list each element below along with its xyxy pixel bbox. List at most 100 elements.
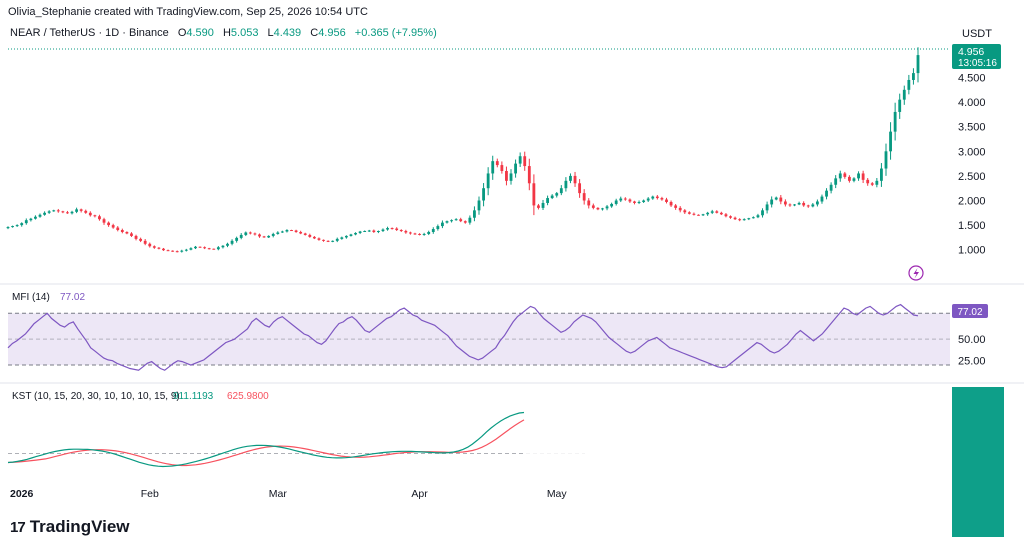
candle-body [303,233,307,235]
candle-body [825,190,828,197]
candle-body [610,203,614,207]
candle-body [582,193,586,201]
candle-body [719,212,723,215]
candle-body [527,166,531,184]
candle-body [230,240,234,244]
candle-body [322,239,325,241]
candle-body [651,196,655,199]
candle-body [422,233,426,235]
kst-signal-line [7,419,525,467]
candle-body [742,219,746,221]
candle-body [294,230,298,232]
candle-body [413,233,417,235]
currency-label: USDT [962,28,992,40]
candle-body [724,214,728,217]
tradingview-logo[interactable]: 17 TradingView [10,517,130,537]
price-pane[interactable]: 1.000 1.500 2.000 2.500 3.000 3.500 4.000 4.500 [6,47,986,257]
candle-body [29,218,33,221]
candle-body [751,217,755,219]
candle-body [518,156,522,164]
price-tick-label: 1.000 [958,245,986,257]
close-value: 4.956 [318,27,346,39]
candle-body [829,184,833,191]
candle-body [207,248,211,250]
candle-body [770,199,774,205]
candle-body [692,213,696,215]
candle-body [111,225,115,228]
candle-body [706,212,710,215]
candle-body [756,215,760,218]
candle-body [184,249,188,251]
candle-body [221,245,225,248]
candle-body [248,232,252,234]
candle-body [623,198,627,200]
candle-body [198,246,202,248]
candle-body [665,199,668,202]
last-price-badge [952,44,1001,69]
mfi-value-badge-text: 77.02 [957,307,982,318]
candle-body [683,210,687,213]
candle-body [331,240,335,242]
candle-body [404,231,408,233]
candle-body [166,250,170,252]
candle-body [344,235,348,238]
candle-body [491,161,495,174]
candle-body [550,195,554,199]
candle-body [340,237,344,239]
price-tick-label: 2.500 [958,171,986,183]
candle-body [729,216,732,218]
candle-body [870,183,874,185]
candle-body [189,248,193,250]
candle-body [120,230,124,232]
candle-body [84,210,88,213]
candle-body [797,202,801,205]
candle-body [235,237,239,241]
kst-pane[interactable]: KST (10, 15, 20, 30, 10, 10, 10, 15, 9) … [7,387,1004,537]
candle-body [774,197,778,200]
alert-lightning-icon[interactable] [908,265,924,281]
symbol-name[interactable]: NEAR / TetherUS · 1D · Binance [10,27,169,39]
symbol-legend: NEAR / TetherUS · 1D · Binance O4.590 H5… [10,27,437,39]
candle-body [312,236,316,239]
candle-body [226,243,229,246]
candle-body [436,226,440,230]
candle-body [834,178,838,185]
candle-body [765,204,769,211]
time-axis[interactable]: 2026 Feb Mar Apr May [10,488,567,500]
candle-body [216,247,220,250]
candle-body [372,230,376,232]
candle-body [555,193,559,196]
candle-body [884,151,888,169]
tradingview-mark-icon: 17 [10,519,26,536]
candle-body [559,188,563,194]
candle-body [409,232,412,234]
price-tick-label: 1.500 [958,220,986,232]
bar-countdown: 13:05:16 [958,58,997,69]
mfi-tick-label: 25.00 [958,356,986,368]
price-tick-label: 3.000 [958,146,986,158]
candle-body [838,173,842,179]
high-label: H [222,27,231,39]
candle-body [431,229,435,232]
candle-body [482,188,485,201]
candle-body [52,210,56,212]
candle-body [43,212,46,215]
candle-body [509,173,513,181]
candle-body [386,228,389,230]
candle-body [395,228,399,231]
candle-body [614,200,618,204]
candle-body [34,216,37,219]
candle-body [262,236,266,238]
price-tick-label: 4.000 [958,97,986,109]
candle-body [847,176,851,181]
kst-value-badge [952,387,1004,537]
candle-body [788,204,792,206]
mfi-tick-label: 50.00 [958,334,986,346]
candle-body [70,211,74,214]
mfi-pane[interactable]: MFI (14) 77.02 50.00 25.00 77.02 [7,292,988,371]
time-tick-label: 2026 [10,488,34,500]
candle-body [290,230,293,232]
candle-body [6,227,10,229]
kst-line [7,411,525,468]
